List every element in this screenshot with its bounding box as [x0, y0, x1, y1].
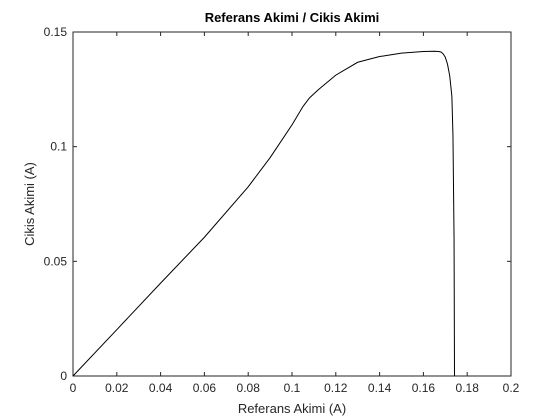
x-tick-label: 0.02	[105, 381, 129, 395]
x-tick-label: 0.18	[456, 381, 480, 395]
y-tick-label: 0	[60, 369, 67, 383]
plot-area	[72, 31, 512, 377]
x-tick-label: 0.1	[284, 381, 301, 395]
y-tick-label: 0.05	[44, 254, 68, 268]
x-tick-labels: 0 0.02 0.04 0.06 0.08 0.1 0.12 0.14 0.16 0.18 0.2	[70, 381, 520, 395]
y-axis-label: Cikis Akimi (A)	[22, 162, 37, 246]
x-tick-label: 0.16	[412, 381, 436, 395]
x-tick-label: 0	[70, 381, 77, 395]
series-line	[72, 50, 455, 377]
y-tick-label: 0.15	[44, 25, 68, 39]
x-tick-label: 0.08	[237, 381, 261, 395]
x-tick-label: 0.04	[149, 381, 173, 395]
x-tick-label: 0.12	[324, 381, 348, 395]
x-tick-marks	[72, 32, 512, 376]
x-tick-label: 0.2	[503, 381, 520, 395]
x-tick-label: 0.14	[368, 381, 392, 395]
x-tick-label: 0.06	[193, 381, 217, 395]
y-tick-labels: 0 0.05 0.1 0.15	[44, 25, 68, 383]
chart-title: Referans Akimi / Cikis Akimi	[205, 10, 380, 25]
y-tick-label: 0.1	[50, 140, 67, 154]
y-tick-marks	[73, 31, 511, 377]
x-axis-label: Referans Akimi (A)	[238, 401, 346, 416]
